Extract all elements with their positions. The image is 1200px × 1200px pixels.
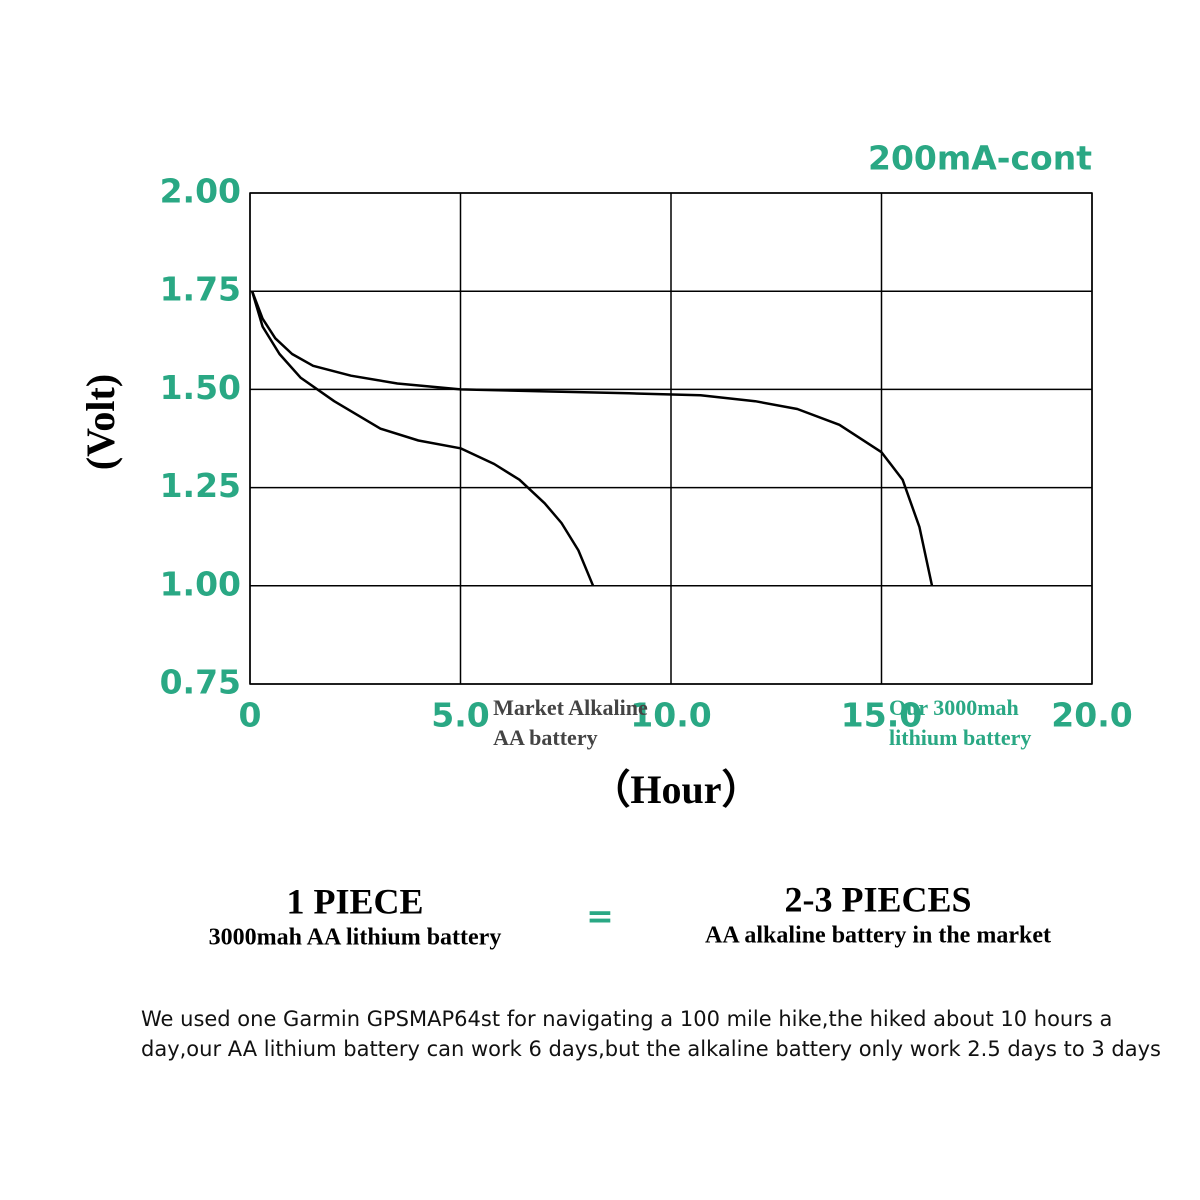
y-axis-label: (Volt) xyxy=(78,374,123,470)
x-tick-label: 5.0 xyxy=(431,696,489,735)
note-line: We used one Garmin GPSMAP64st for naviga… xyxy=(141,1007,1112,1031)
x-tick-label: 20.0 xyxy=(1051,696,1132,735)
comparison-subtitle: 3000mah AA lithium battery xyxy=(209,925,502,951)
x-tick-label: 0 xyxy=(239,696,262,735)
x-tick-label: 15.0 xyxy=(841,696,922,735)
comparison-title: 2-3 PIECES xyxy=(784,879,971,919)
series-label: lithium battery xyxy=(889,725,1031,750)
y-tick-label: 0.75 xyxy=(160,663,241,702)
x-tick-label: 10.0 xyxy=(630,696,711,735)
y-tick-label: 1.75 xyxy=(160,270,241,309)
comparison-title: 1 PIECE xyxy=(286,881,423,921)
y-tick-label: 1.25 xyxy=(160,466,241,505)
series-line xyxy=(250,290,934,587)
y-tick-label: 1.00 xyxy=(160,564,241,603)
y-tick-label: 1.50 xyxy=(160,368,241,407)
series-label: Market Alkaline xyxy=(493,695,648,720)
series-line xyxy=(250,290,595,587)
y-tick-label: 2.00 xyxy=(160,172,241,211)
chart-title: 200mA-cont xyxy=(868,139,1092,178)
comparison-subtitle: AA alkaline battery in the market xyxy=(705,923,1051,949)
series-label: Our 3000mah xyxy=(889,695,1019,720)
x-axis-label: （Hour） xyxy=(590,767,761,812)
note-line: day,our AA lithium battery can work 6 da… xyxy=(141,1037,1161,1061)
equals-sign: = xyxy=(586,897,614,936)
series-label: AA battery xyxy=(493,725,597,750)
